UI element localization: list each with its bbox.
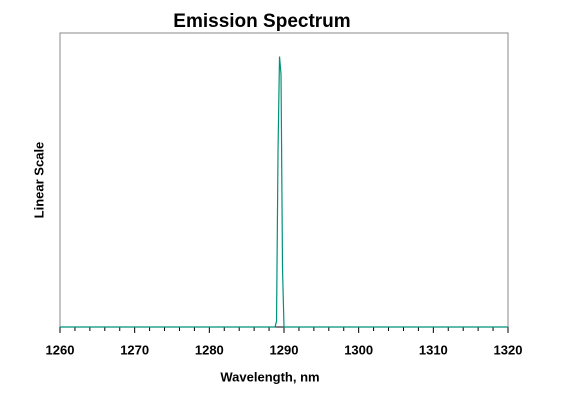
x-tick-label: 1260 <box>46 342 75 357</box>
y-axis-label: Linear Scale <box>31 142 46 219</box>
x-tick-label: 1320 <box>494 342 523 357</box>
x-tick-label: 1270 <box>120 342 149 357</box>
chart-title: Emission Spectrum <box>173 11 350 32</box>
x-tick-label: 1290 <box>270 342 299 357</box>
x-axis-label: Wavelength, nm <box>220 369 319 384</box>
x-tick-label: 1280 <box>195 342 224 357</box>
x-tick-label: 1310 <box>419 342 448 357</box>
x-tick-label: 1300 <box>344 342 373 357</box>
spectrum-line <box>60 56 508 328</box>
